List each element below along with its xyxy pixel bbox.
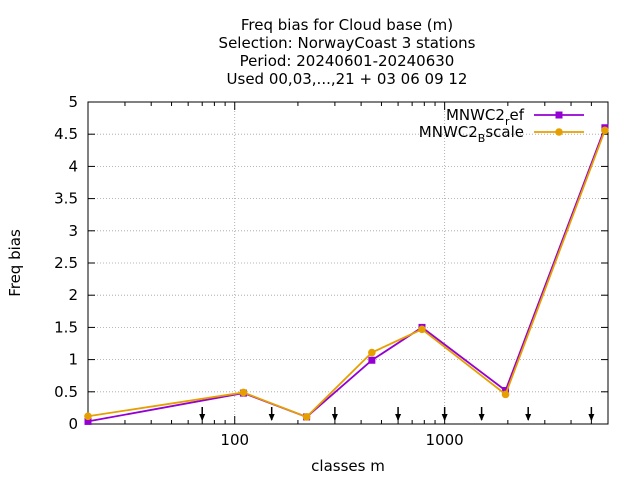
y-tick-label: 0.5 [54, 383, 78, 401]
series [84, 124, 609, 425]
data-point [84, 417, 92, 425]
class-limit-arrow-head [268, 414, 275, 421]
chart-title: Freq bias for Cloud base (m)Selection: N… [219, 16, 476, 88]
y-tick-label: 3 [68, 222, 78, 240]
y-axis-label: Freq bias [6, 229, 24, 297]
title-line: Selection: NorwayCoast 3 stations [219, 34, 476, 52]
x-axis-label: classes m [311, 457, 385, 475]
title-line: Freq bias for Cloud base (m) [241, 16, 453, 34]
data-point [418, 325, 426, 334]
data-point [302, 413, 311, 421]
y-tick-label: 1.5 [54, 318, 78, 336]
data-point [501, 390, 510, 399]
y-tick-label: 3.5 [54, 190, 78, 208]
title-line: Period: 20240601-20240630 [240, 52, 455, 70]
legend-label: MNWC2ref [446, 106, 525, 128]
y-tick-label: 0 [68, 415, 78, 433]
title-line: Used 00,03,...,21 + 03 06 09 12 [227, 70, 468, 88]
class-limit-arrow-head [331, 414, 338, 421]
y-tick-label: 1 [68, 351, 78, 369]
class-limit-arrow-head [199, 414, 206, 421]
data-point [84, 412, 92, 421]
class-limit-arrow-head [588, 414, 595, 421]
data-point [601, 126, 609, 135]
legend-label: MNWC2Bscale [419, 123, 524, 145]
class-limit-arrow-head [395, 414, 402, 421]
class-limit-arrow-head [441, 414, 448, 421]
y-tick-label: 5 [68, 93, 78, 111]
data-point [368, 348, 376, 357]
y-tick-label: 2 [68, 286, 78, 304]
x-tick-label: 100 [220, 431, 249, 449]
x-tick-label: 1000 [426, 431, 464, 449]
legend-marker [555, 111, 563, 119]
data-point [368, 356, 376, 364]
y-tick-label: 4.5 [54, 125, 78, 143]
y-tick-label: 2.5 [54, 254, 78, 272]
data-point [502, 387, 510, 395]
y-tick-label: 4 [68, 157, 78, 175]
legend-marker [555, 128, 563, 136]
class-limit-arrow-head [525, 414, 532, 421]
axes: 0 0.5 1 1.5 2 2.5 3 3.5 4 4.5 5 100 1000 [54, 93, 609, 449]
series-line [87, 130, 606, 418]
class-limit-arrow-head [478, 414, 485, 421]
class-limit-arrows [199, 407, 595, 421]
data-point [239, 388, 248, 397]
